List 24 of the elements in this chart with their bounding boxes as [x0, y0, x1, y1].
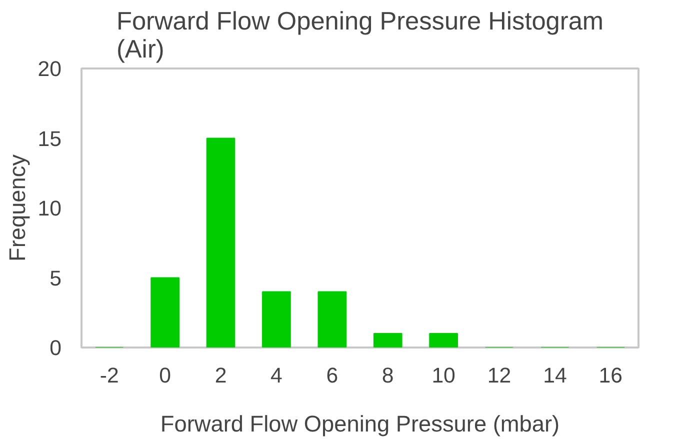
chart-title: Forward Flow Opening Pressure Histogram (Air)	[116, 8, 604, 64]
y-tick-label: 20	[38, 57, 62, 81]
bar	[150, 277, 180, 348]
bar	[262, 291, 291, 348]
bar	[429, 333, 458, 348]
x-tick-label: 16	[598, 364, 623, 388]
x-tick-label: 0	[159, 364, 172, 388]
x-axis-title: Forward Flow Opening Pressure (mbar)	[160, 410, 560, 436]
x-tick-label: 10	[432, 364, 456, 388]
y-tick-label: 10	[38, 196, 62, 220]
x-tick-label: 14	[543, 364, 567, 388]
y-tick-label: 15	[38, 126, 62, 151]
x-tick-label: 4	[270, 364, 283, 388]
x-tick-label: 2	[214, 364, 227, 388]
bar	[318, 291, 347, 348]
x-tick-label: 8	[382, 364, 394, 388]
bar	[206, 138, 236, 348]
y-axis-title: Frequency	[4, 154, 30, 262]
x-tick-label: 12	[487, 364, 512, 388]
x-tick-label: -2	[100, 364, 119, 388]
bar	[373, 333, 402, 348]
y-tick-label: 0	[50, 336, 62, 360]
x-tick-label: 6	[326, 364, 338, 388]
y-tick-label: 5	[50, 266, 62, 290]
